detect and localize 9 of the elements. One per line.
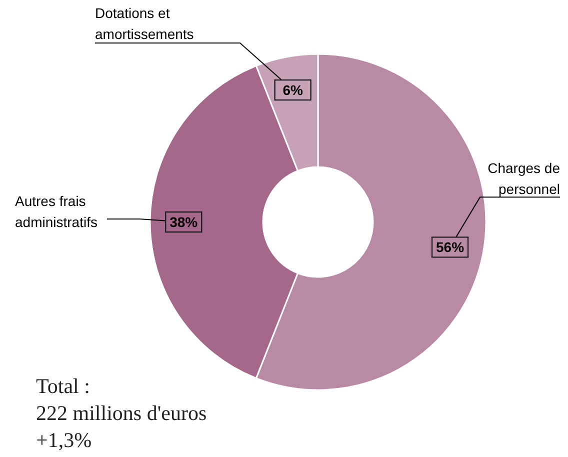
text: Total : bbox=[36, 374, 90, 398]
slice-label: Charges de personnel bbox=[488, 160, 560, 198]
data-label: 38% bbox=[170, 214, 198, 230]
text: 222 millions d'euros bbox=[36, 401, 207, 425]
data-label: 56% bbox=[436, 239, 465, 256]
slice-label: Dotations et amortissements bbox=[95, 5, 194, 42]
text: +1,3% bbox=[36, 428, 92, 452]
data-label: 6% bbox=[282, 82, 304, 98]
slice-label: Autres frais administratifs bbox=[15, 193, 98, 230]
